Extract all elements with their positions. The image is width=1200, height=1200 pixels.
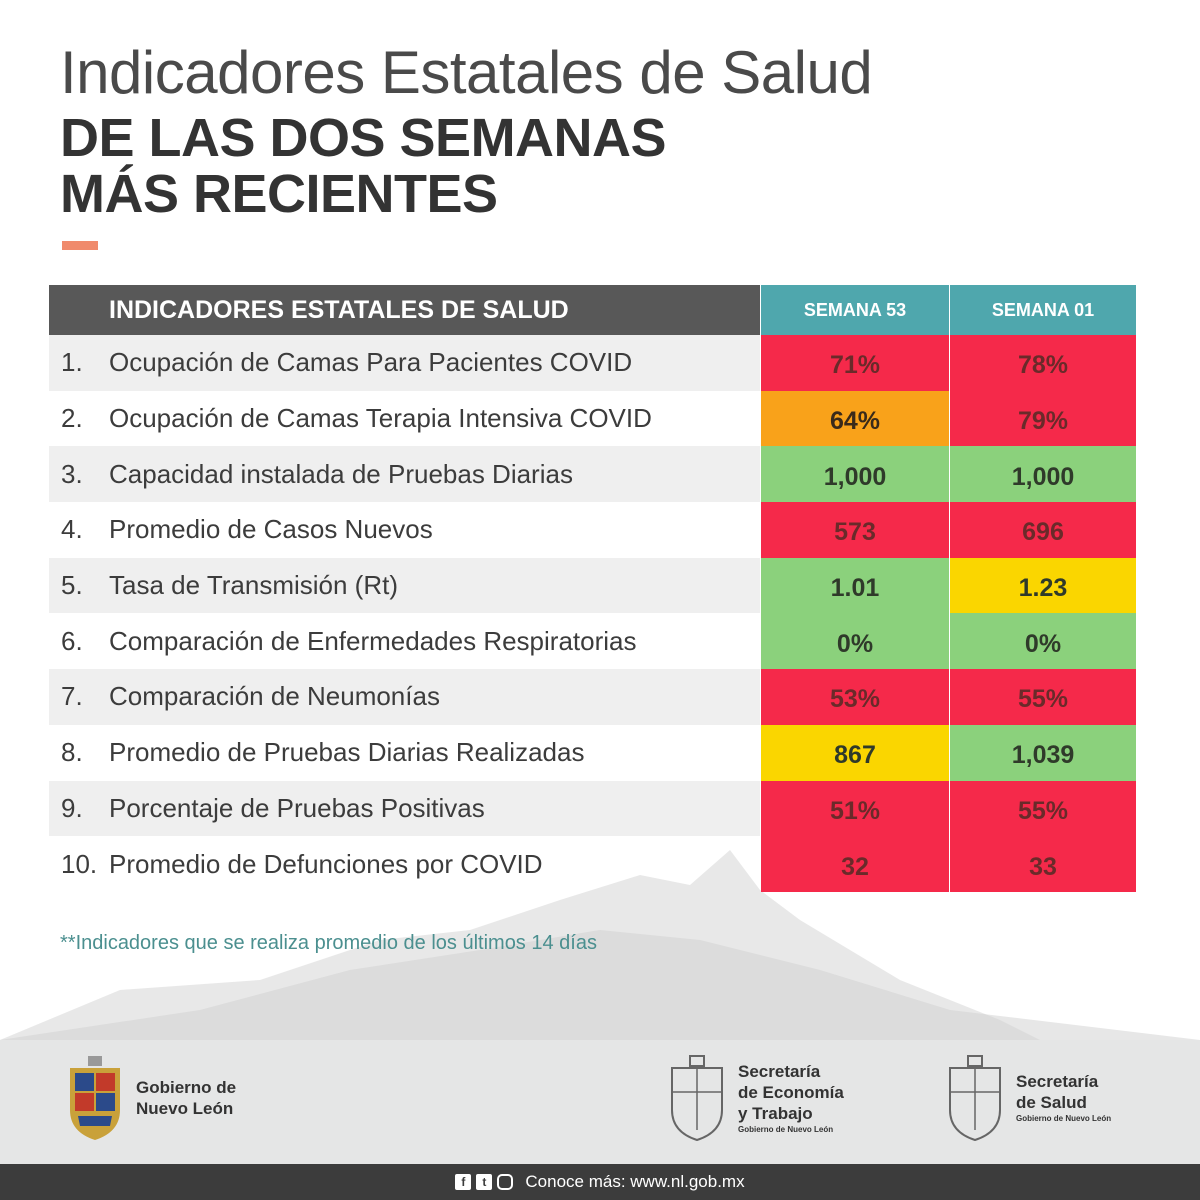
bottom-bar: f t Conoce más: www.nl.gob.mx [0, 1164, 1200, 1200]
week-01-value: 1,039 [950, 724, 1136, 781]
gobierno-logo: Gobierno de Nuevo León [66, 1052, 236, 1144]
table-row: 8. Promedio de Pruebas Diarias Realizadas… [49, 724, 1136, 781]
week-01-value: 696 [950, 502, 1136, 558]
week-01-value: 55% [950, 669, 1136, 725]
week-53-value: 32 [761, 836, 949, 892]
indicator-number: 8. [61, 737, 83, 768]
week-53-value: 64% [761, 390, 949, 447]
accent-bar [62, 241, 98, 250]
table-row: 9. Porcentaje de Pruebas Positivas 51% 55% [49, 780, 1136, 837]
indicator-number: 1. [61, 347, 83, 378]
week-01-value: 0% [950, 613, 1136, 670]
table-row: 6. Comparación de Enfermedades Respirator… [49, 613, 1136, 670]
indicator-name: Comparación de Enfermedades Respiratoria… [109, 625, 637, 656]
indicator-label: 1. Ocupación de Camas Para Pacientes COVI… [49, 335, 760, 391]
indicator-name: Promedio de Casos Nuevos [109, 514, 433, 545]
page-title: Indicadores Estatales de Salud [60, 39, 873, 106]
gobierno-line-2: Nuevo León [136, 1099, 234, 1118]
week-01-value: 33 [950, 836, 1136, 892]
table-row: 7. Comparación de Neumonías 53% 55% [49, 669, 1136, 725]
salud-text: Secretaría de Salud Gobierno de Nuevo Le… [1016, 1071, 1111, 1125]
coat-of-arms-icon [949, 1055, 1001, 1142]
indicator-label: 8. Promedio de Pruebas Diarias Realizadas [49, 725, 760, 781]
week-53-value: 1,000 [761, 446, 949, 503]
indicator-label: 4. Promedio de Casos Nuevos [49, 502, 760, 558]
indicator-label: 9. Porcentaje de Pruebas Positivas [49, 780, 760, 837]
economia-logo: Secretaría de Economía y Trabajo Gobiern… [668, 1052, 844, 1144]
salud-line-2: de Salud [1016, 1093, 1087, 1112]
economia-line-2: de Economía [738, 1082, 844, 1102]
page-subtitle: DE LAS DOS SEMANAS MÁS RECIENTES [60, 108, 667, 224]
indicator-label: 10. Promedio de Defunciones por COVID [49, 836, 760, 892]
indicator-name: Promedio de Defunciones por COVID [109, 848, 543, 879]
indicator-name: Porcentaje de Pruebas Positivas [109, 792, 485, 823]
indicator-name: Ocupación de Camas Para Pacientes COVID [109, 347, 633, 378]
table-row: 4. Promedio de Casos Nuevos 573 696 [49, 502, 1136, 558]
week-01-value: 79% [950, 390, 1136, 447]
week-01-value: 1.23 [950, 557, 1136, 614]
indicator-label: 5. Tasa de Transmisión (Rt) [49, 557, 760, 614]
indicator-label: 2. Ocupación de Camas Terapia Intensiva C… [49, 391, 760, 447]
economia-line-3: y Trabajo [738, 1103, 813, 1123]
week-53-value: 0% [761, 613, 949, 670]
indicator-number: 6. [61, 625, 83, 656]
table-row: 1. Ocupación de Camas Para Pacientes COVI… [49, 335, 1136, 391]
week-53-value: 51% [761, 780, 949, 837]
table-row: 3. Capacidad instalada de Pruebas Diarias… [49, 446, 1136, 503]
coat-of-arms-icon [70, 1056, 120, 1140]
header-indicators: INDICADORES ESTATALES DE SALUD [49, 285, 760, 335]
indicator-number: 4. [61, 514, 83, 545]
indicator-number: 9. [61, 792, 83, 823]
footnote: **Indicadores que se realiza promedio de… [60, 932, 597, 954]
table-body: 1. Ocupación de Camas Para Pacientes COVI… [49, 335, 1136, 892]
week-01-value: 1,000 [950, 446, 1136, 503]
gobierno-text: Gobierno de Nuevo León [136, 1077, 236, 1119]
instagram-icon[interactable] [497, 1174, 514, 1190]
economia-subtext: Gobierno de Nuevo León [738, 1124, 834, 1134]
week-53-value: 867 [761, 724, 949, 781]
salud-line-1: Secretaría [1016, 1072, 1099, 1091]
week-53-value: 1.01 [761, 557, 949, 614]
indicator-number: 7. [61, 681, 83, 712]
week-53-value: 573 [761, 502, 949, 558]
indicator-label: 3. Capacidad instalada de Pruebas Diarias [49, 446, 760, 503]
header-week-53: SEMANA 53 [761, 285, 949, 335]
week-53-value: 71% [761, 335, 949, 391]
subtitle-line-2: MÁS RECIENTES [60, 164, 498, 224]
indicator-name: Tasa de Transmisión (Rt) [109, 570, 398, 601]
indicator-number: 5. [61, 570, 83, 601]
gobierno-line-1: Gobierno de [136, 1078, 237, 1097]
salud-logo: Secretaría de Salud Gobierno de Nuevo Le… [946, 1052, 1111, 1144]
indicators-table: INDICADORES ESTATALES DE SALUD SEMANA 53… [49, 285, 1136, 892]
twitter-icon[interactable]: t [476, 1174, 493, 1190]
table-header: INDICADORES ESTATALES DE SALUD SEMANA 53… [49, 285, 1136, 335]
table-row: 2. Ocupación de Camas Terapia Intensiva C… [49, 390, 1136, 447]
week-01-value: 78% [950, 335, 1136, 391]
indicator-name: Comparación de Neumonías [109, 681, 440, 712]
table-row: 5. Tasa de Transmisión (Rt) 1.01 1.23 [49, 557, 1136, 614]
indicator-name: Capacidad instalada de Pruebas Diarias [109, 458, 573, 489]
footer: Gobierno de Nuevo León Secretaría de Eco… [0, 1040, 1200, 1164]
salud-subtext: Gobierno de Nuevo León [1016, 1114, 1112, 1123]
mountain-background [0, 850, 1200, 1040]
economia-line-1: Secretaría [738, 1061, 821, 1081]
economia-text: Secretaría de Economía y Trabajo Gobiern… [738, 1061, 844, 1136]
subtitle-line-1: DE LAS DOS SEMANAS [60, 108, 667, 168]
indicator-name: Promedio de Pruebas Diarias Realizadas [109, 737, 585, 768]
indicator-number: 3. [61, 458, 83, 489]
social-icons: f t [455, 1174, 514, 1190]
week-53-value: 53% [761, 669, 949, 725]
coat-of-arms-icon [671, 1055, 723, 1142]
indicator-label: 6. Comparación de Enfermedades Respirator… [49, 613, 760, 669]
table-row: 10. Promedio de Defunciones por COVID 32 33 [49, 836, 1136, 892]
indicator-name: Ocupación de Camas Terapia Intensiva COV… [109, 403, 652, 434]
header-week-01: SEMANA 01 [950, 285, 1136, 335]
indicator-number: 2. [61, 403, 83, 434]
indicator-number: 10. [61, 848, 98, 879]
website-link[interactable]: Conoce más: www.nl.gob.mx [525, 1172, 745, 1191]
week-01-value: 55% [950, 780, 1136, 837]
facebook-icon[interactable]: f [455, 1174, 472, 1190]
indicator-label: 7. Comparación de Neumonías [49, 669, 760, 725]
